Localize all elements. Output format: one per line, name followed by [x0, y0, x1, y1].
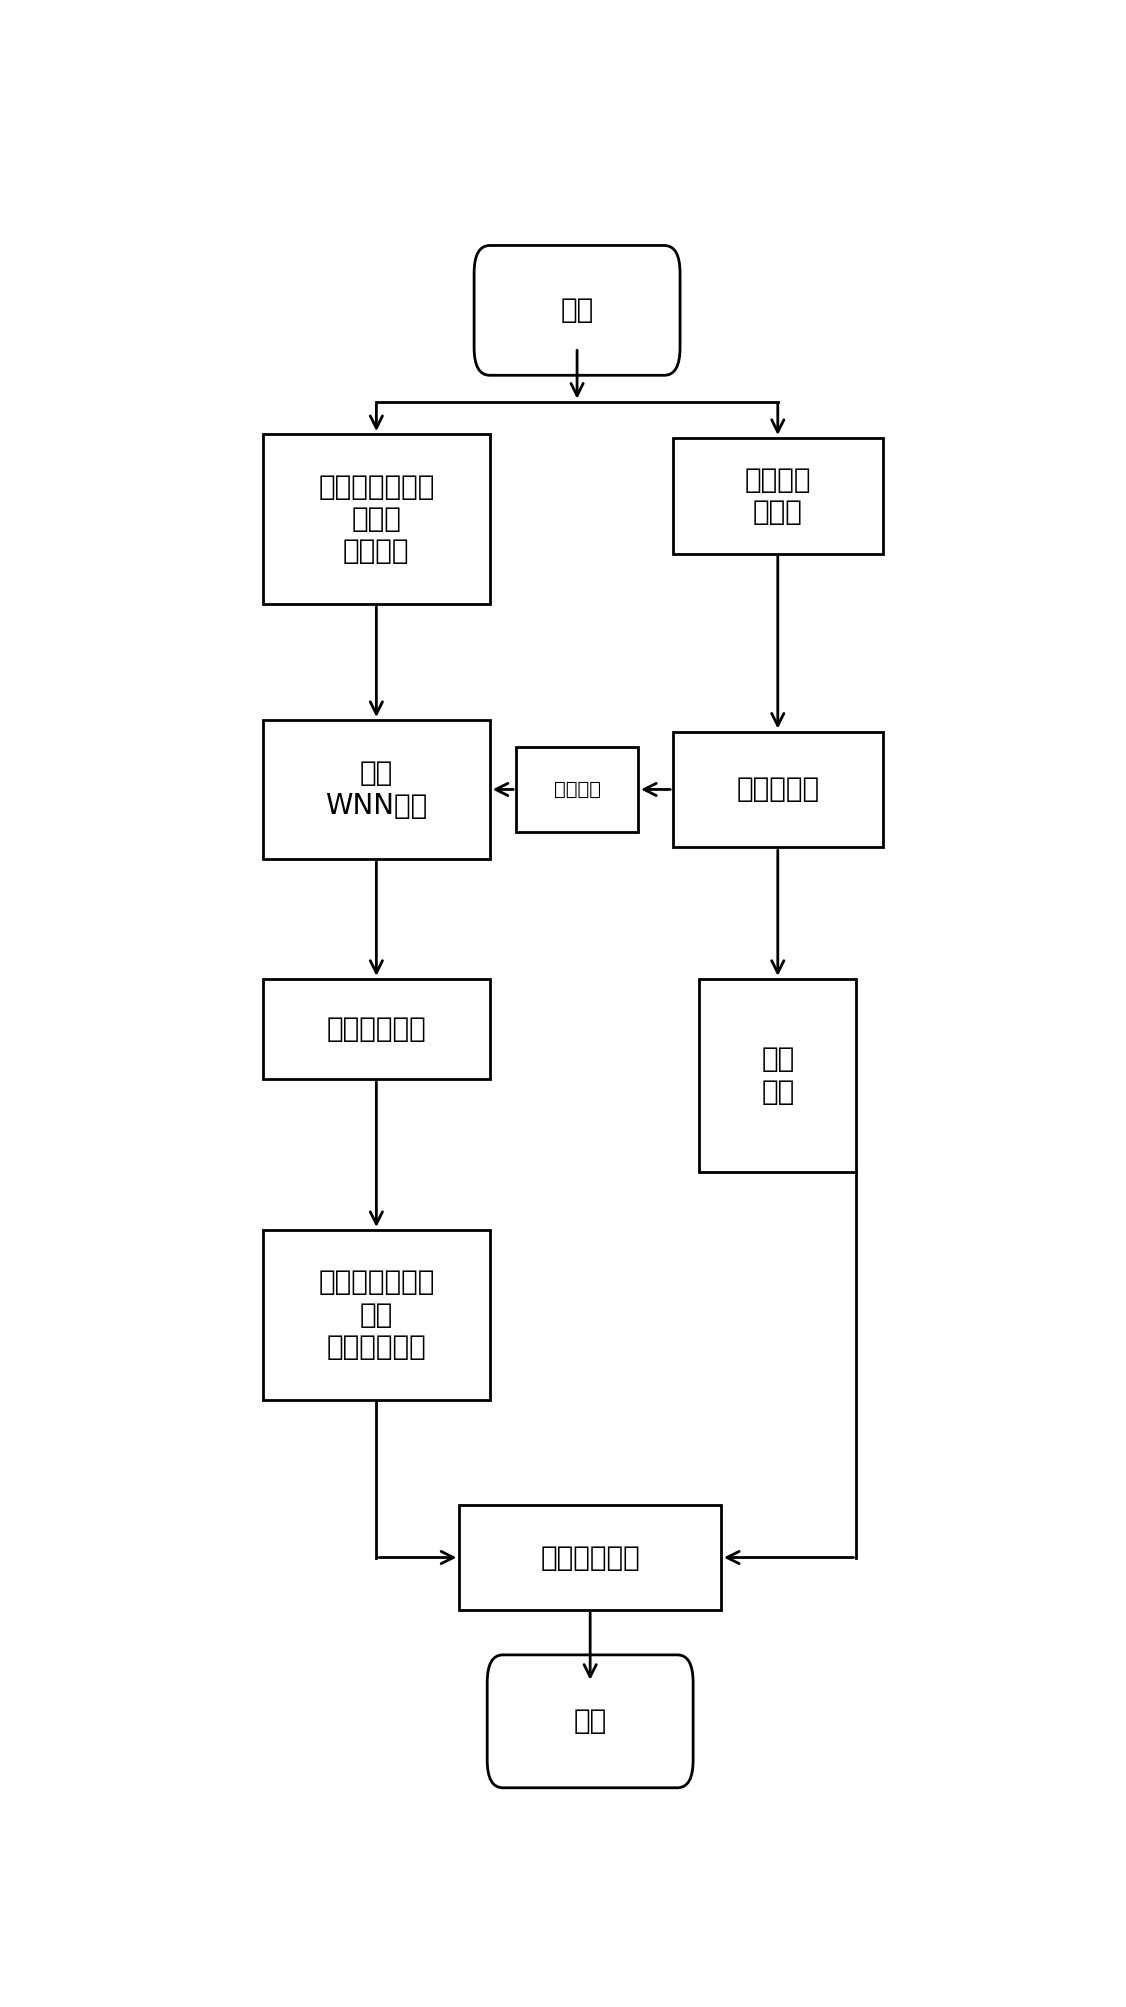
Text: 优化
WNN参数: 优化 WNN参数 — [325, 759, 428, 819]
Text: 采集样本
数据集: 采集样本 数据集 — [744, 466, 811, 526]
Text: 结束: 结束 — [573, 1708, 607, 1736]
Bar — [516, 747, 638, 833]
Text: 开始: 开始 — [561, 297, 593, 325]
Text: 取得最优参数: 取得最优参数 — [327, 1016, 427, 1044]
Text: 数据预处理: 数据预处理 — [736, 775, 820, 803]
Bar — [263, 434, 490, 604]
FancyBboxPatch shape — [488, 1656, 694, 1788]
Bar — [263, 1230, 490, 1401]
Text: 进行故障分类: 进行故障分类 — [540, 1543, 640, 1571]
Bar — [673, 731, 883, 847]
FancyBboxPatch shape — [474, 245, 680, 375]
Text: 初始化小波神经
网络与
花粉种群: 初始化小波神经 网络与 花粉种群 — [319, 472, 435, 566]
Bar — [459, 1505, 721, 1610]
Bar — [263, 721, 490, 859]
Bar — [263, 979, 490, 1080]
Text: 用全体训练样本
训练
小波神经网络: 用全体训练样本 训练 小波神经网络 — [319, 1268, 435, 1361]
Text: 测试
样本: 测试 样本 — [761, 1046, 795, 1106]
Text: 训练样本: 训练样本 — [554, 781, 600, 799]
Bar — [699, 979, 857, 1172]
Bar — [673, 438, 883, 554]
